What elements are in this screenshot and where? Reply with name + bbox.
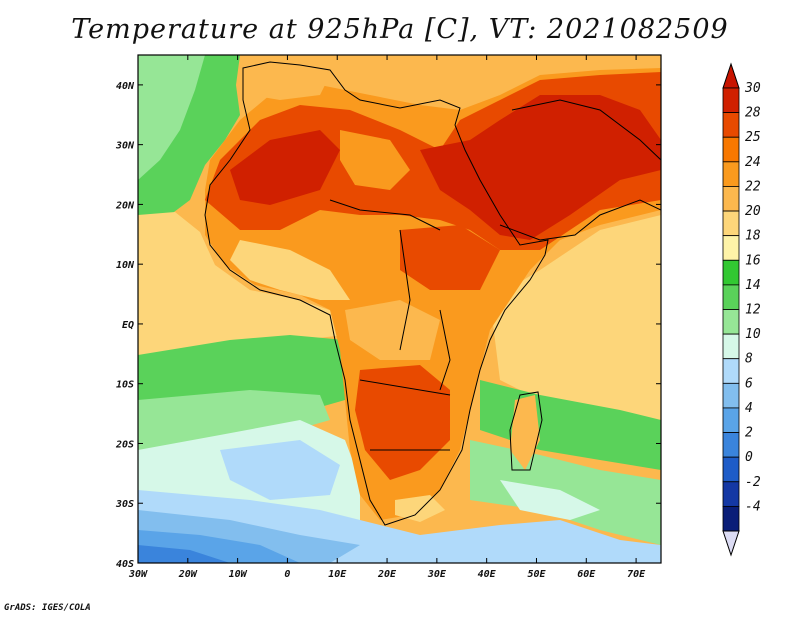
lon-tick-label: 20W — [178, 569, 198, 580]
colorbar-swatch — [722, 407, 740, 433]
colorbar-swatch — [722, 112, 740, 138]
colorbar-label: 10 — [745, 327, 761, 342]
colorbar-label: 30 — [744, 81, 761, 96]
colorbar-swatch — [722, 136, 740, 163]
lon-tick-label: 30E — [427, 569, 447, 580]
great-lakes — [439, 309, 451, 391]
lon-tick-label: 10E — [328, 569, 347, 580]
colorbar-label: 0 — [745, 450, 753, 465]
field-sudan — [400, 225, 500, 290]
colorbar-label: 24 — [745, 155, 761, 170]
border-central — [399, 229, 411, 351]
lat-tick-label: 10N — [116, 260, 135, 271]
lon-tick-label: 10W — [229, 569, 248, 580]
colorbar-swatch — [722, 505, 740, 532]
colorbar-label: -2 — [745, 475, 761, 490]
lon-tick-label: 50E — [527, 569, 546, 580]
colorbar-bottom-arrow — [722, 530, 740, 557]
border-sahel — [329, 199, 441, 231]
colorbar-label: 14 — [745, 278, 761, 293]
lon-tick-label: 40E — [478, 569, 497, 580]
colorbar-swatch — [722, 186, 740, 212]
field-madagascar — [510, 395, 540, 470]
field-west-africa — [230, 240, 350, 300]
lat-tick-label: 30N — [115, 141, 135, 152]
colorbar-label: 28 — [745, 106, 761, 121]
colorbar-top-arrow — [722, 62, 740, 89]
field-indian-ocean-cool — [500, 480, 600, 520]
lon-tick-label: 0 — [284, 569, 290, 580]
colorbar-swatch — [722, 309, 740, 335]
colorbar-swatch — [722, 210, 740, 237]
arabia-north — [511, 99, 661, 161]
colorbar-label: 18 — [745, 229, 761, 244]
lat-tick-label: 20S — [115, 439, 134, 450]
field-west-sahara-hottest — [230, 130, 340, 205]
lat-tick-label: 30S — [115, 499, 134, 510]
africa-coastline — [204, 61, 549, 526]
colorbar-label: 4 — [745, 401, 753, 416]
field-southern-ocean-coldest — [138, 545, 230, 563]
colorbar-label: 22 — [745, 179, 761, 194]
lat-tick-label: 20N — [115, 200, 135, 211]
colorbar-label: 25 — [745, 130, 761, 145]
colorbar-swatch — [722, 382, 740, 409]
colorbar-swatch — [722, 432, 740, 458]
lat-tick-label: 40S — [116, 559, 134, 570]
lon-tick-label: 30W — [128, 569, 148, 580]
coastlines — [204, 61, 661, 526]
lat-tick-label: 40N — [116, 81, 135, 92]
colorbar-label: 8 — [745, 352, 753, 367]
field-libya-patch — [340, 130, 410, 190]
arabia-south — [499, 199, 661, 241]
colorbar-label: 16 — [745, 253, 761, 268]
lat-tick-label: 10S — [116, 380, 134, 391]
longitude-axis: 30W 20W 10W 0 10E 20E 30E 40E 50E 60E 70E — [128, 55, 646, 580]
lon-tick-label: 70E — [627, 569, 646, 580]
lon-tick-label: 20E — [377, 569, 397, 580]
colorbar-swatch — [722, 481, 740, 507]
field-southern-africa-hot — [355, 365, 450, 480]
madagascar-coast — [509, 391, 543, 471]
lon-tick-label: 60E — [577, 569, 596, 580]
colorbar-swatch — [722, 161, 740, 187]
colorbar-swatch — [722, 87, 740, 114]
plot-frame — [137, 54, 662, 564]
colorbar-swatch — [722, 456, 740, 483]
colorbar-swatch — [722, 235, 740, 261]
field-south-africa-coast — [395, 495, 445, 522]
field-indian-ocean-light — [470, 440, 661, 545]
colorbar-label: 2 — [745, 426, 753, 441]
latitude-axis: 40N 30N 20N 10N EQ 10S 20S 30S 40S — [115, 81, 661, 570]
field-north-atlantic-cool — [138, 55, 205, 180]
field-cool-patch — [220, 440, 340, 500]
colorbar-swatch — [722, 358, 740, 384]
field-tropical-atlantic — [138, 212, 345, 360]
border-south-central — [359, 379, 451, 396]
colorbar-label: 6 — [745, 376, 753, 391]
field-maghreb — [240, 58, 330, 100]
colorbar-swatch — [722, 259, 740, 286]
field-indian-ocean — [490, 215, 661, 420]
colorbar-swatch — [722, 284, 740, 310]
chart-title: Temperature at 925hPa [C], VT: 202108250… — [71, 14, 729, 45]
colorbar-swatch — [722, 333, 740, 360]
colorbar-label: -4 — [745, 499, 761, 514]
credit-label: GrADS: IGES/COLA — [4, 603, 91, 613]
field-arabia-hottest — [420, 95, 661, 240]
colorbar-label: 12 — [745, 303, 761, 318]
field-congo — [345, 300, 440, 360]
lat-tick-label: EQ — [122, 320, 134, 331]
colorbar-label: 20 — [745, 204, 761, 219]
temperature-field — [138, 55, 661, 563]
